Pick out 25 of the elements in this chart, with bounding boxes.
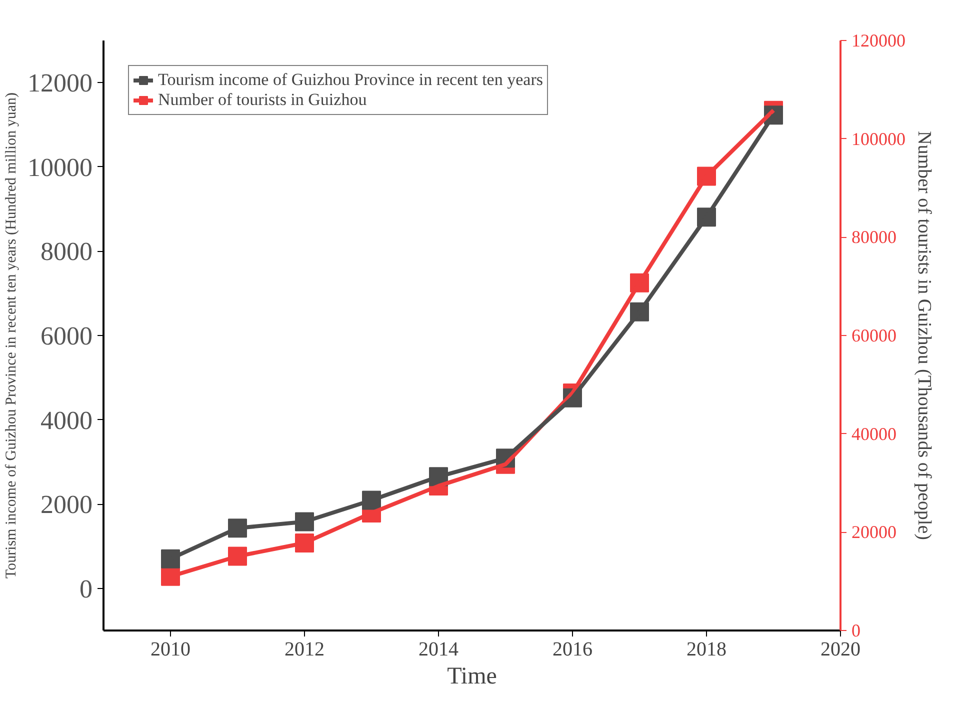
y-tick-label: 0: [80, 574, 92, 604]
y2-tick-label: 0: [852, 620, 860, 640]
y2-tick-label: 20000: [852, 522, 896, 542]
y2-tick-label: 100000: [852, 128, 906, 149]
y2-tick-label: 80000: [852, 227, 896, 248]
y-tick-label: 2000: [40, 490, 92, 520]
x-tick-label: 2012: [284, 638, 324, 660]
legend-label: Tourism income of Guizhou Province in recent ten years: [158, 70, 543, 90]
x-tick-label: 2020: [820, 638, 860, 660]
x-tick-label: 2014: [418, 638, 458, 660]
y2-tick-label: 120000: [852, 30, 906, 50]
y-tick-label: 4000: [40, 406, 92, 435]
x-tick-label: 2018: [686, 638, 726, 660]
y-tick-label: 6000: [40, 322, 92, 350]
y-tick-label: 8000: [40, 237, 92, 266]
x-axis-title: Time: [447, 664, 497, 690]
y-tick-label: 10000: [28, 152, 92, 182]
x-tick-label: 2010: [150, 638, 190, 660]
y-axis-title: Tourism income of Guizhou Province in recent ten years (Hundred million yuan): [4, 92, 20, 578]
x-tick-label: 2016: [552, 638, 592, 660]
y2-tick-label: 60000: [852, 326, 896, 346]
y2-tick-label: 40000: [852, 424, 896, 444]
legend-label: Number of tourists in Guizhou: [158, 90, 367, 110]
y-tick-label: 12000: [28, 68, 92, 98]
y2-axis-title: Number of tourists in Guizhou (Thousands of people): [914, 131, 934, 540]
